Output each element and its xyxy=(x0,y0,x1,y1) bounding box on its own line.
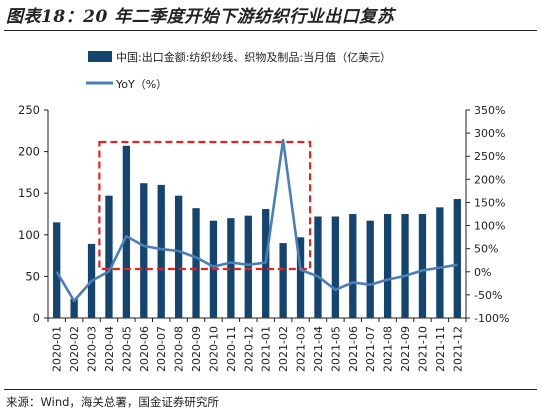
y-left-tick-label: 50 xyxy=(25,269,40,283)
x-tick-label: 2021-11 xyxy=(434,326,447,372)
y-right-tick-label: 0% xyxy=(474,266,491,279)
y-left-tick-label: 200 xyxy=(18,145,40,159)
line-series xyxy=(55,138,458,303)
x-tick-label: 2021-06 xyxy=(347,326,360,372)
bar xyxy=(122,145,131,318)
bar xyxy=(331,216,340,318)
bar xyxy=(105,195,113,318)
bar xyxy=(279,243,287,318)
x-tick-label: 2020-01 xyxy=(51,326,64,372)
y-right-tick-label: 150% xyxy=(474,196,505,209)
bar xyxy=(157,184,165,318)
bar xyxy=(227,218,235,318)
annotations xyxy=(98,140,312,271)
y-left-tick-label: 250 xyxy=(18,103,40,117)
yoy-line xyxy=(55,138,458,303)
x-tick-label: 2020-03 xyxy=(86,326,99,372)
bar xyxy=(244,215,252,318)
bar xyxy=(349,214,357,318)
x-tick-label: 2020-06 xyxy=(138,326,151,372)
legend: 中国:出口金额:纺织纱线、织物及制品:当月值（亿美元） YoY（%） xyxy=(86,50,391,91)
bar xyxy=(401,214,409,318)
x-tick-label: 2020-07 xyxy=(155,326,168,372)
y-right-tick-label: 100% xyxy=(474,220,505,233)
legend-bar-swatch xyxy=(88,51,112,62)
x-tick-label: 2021-10 xyxy=(416,326,429,372)
x-tick-label: 2021-09 xyxy=(399,326,412,372)
x-tick-label: 2021-04 xyxy=(312,326,325,372)
y-right-tick-label: -50% xyxy=(474,289,502,302)
x-tick-label: 2020-05 xyxy=(120,326,133,372)
y-right-tick-label: 300% xyxy=(474,127,505,140)
x-tick-label: 2021-07 xyxy=(364,326,377,372)
y-left-tick-label: 0 xyxy=(33,311,40,325)
y-left-tick-label: 100 xyxy=(18,228,40,242)
bar xyxy=(366,220,374,318)
x-tick-label: 2021-05 xyxy=(329,326,342,372)
bar xyxy=(383,214,392,318)
source-note: 来源：Wind，海关总署，国金证券研究所 xyxy=(6,395,219,409)
bar xyxy=(436,207,444,318)
bar xyxy=(296,237,305,318)
x-tick-label: 2020-02 xyxy=(68,326,81,372)
x-tick-label: 2021-01 xyxy=(260,326,273,372)
bar xyxy=(174,195,183,318)
x-tick-label: 2020-08 xyxy=(173,326,186,372)
axes: 0 50 100 150 200 250 -100% -50% 0% 50% 100% 150% 200… xyxy=(18,103,509,325)
y-right-tick-label: 50% xyxy=(474,243,498,256)
bar xyxy=(192,208,200,318)
bar xyxy=(70,298,78,318)
legend-line-label: YoY（%） xyxy=(115,78,167,91)
x-tick-labels: 2020-01 2020-02 2020-03 2020-04 2020-05 2020-… xyxy=(51,326,465,372)
figure-title: 图表18：20 年二季度开始下游纺织行业出口复苏 xyxy=(6,7,395,27)
footer-divider xyxy=(4,389,537,390)
x-tick-label: 2020-11 xyxy=(225,326,238,372)
title-divider xyxy=(4,30,537,31)
x-tick-label: 2021-03 xyxy=(295,326,308,372)
y-right-tick-label: 350% xyxy=(474,104,505,117)
bar-series xyxy=(53,145,461,318)
legend-bar-label: 中国:出口金额:纺织纱线、织物及制品:当月值（亿美元） xyxy=(116,50,391,64)
y-right-tick-label: 200% xyxy=(474,173,505,186)
x-tick-label: 2021-02 xyxy=(277,326,290,372)
highlight-box xyxy=(98,140,312,271)
bar xyxy=(140,183,148,318)
bar xyxy=(314,216,322,318)
y-left-tick-label: 150 xyxy=(18,186,40,200)
x-tick-label: 2021-08 xyxy=(382,326,395,372)
x-tick-label: 2020-04 xyxy=(103,326,116,372)
x-tick-label: 2020-12 xyxy=(242,326,255,372)
bar xyxy=(418,214,427,318)
x-tick-label: 2020-10 xyxy=(207,326,220,372)
bar xyxy=(53,222,61,318)
y-right-tick-label: -100% xyxy=(474,312,509,325)
x-tick-label: 2021-12 xyxy=(451,326,464,372)
x-tick-label: 2020-09 xyxy=(190,326,203,372)
bar xyxy=(453,199,461,318)
y-right-tick-label: 250% xyxy=(474,150,505,163)
